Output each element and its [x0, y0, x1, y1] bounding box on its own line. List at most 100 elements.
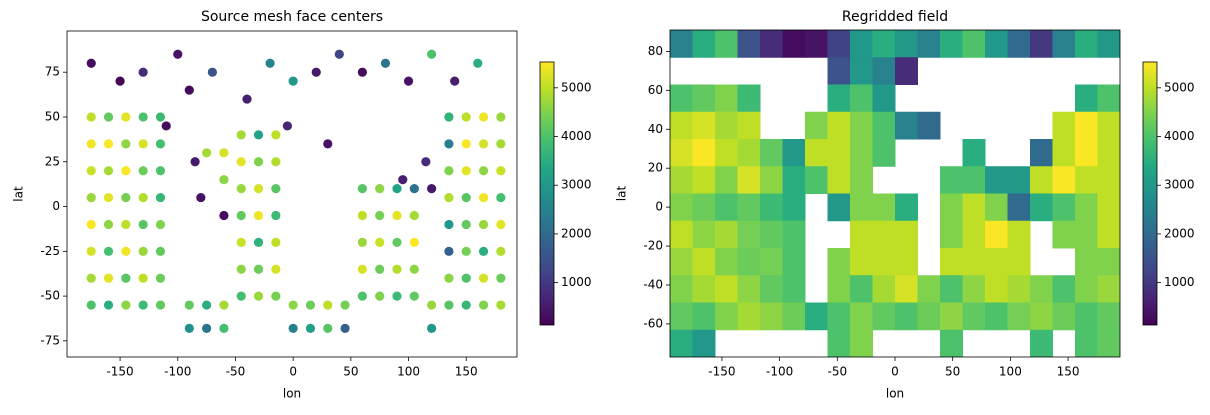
point: [207, 67, 217, 77]
point: [323, 300, 333, 310]
cell: [1030, 302, 1053, 331]
cell: [1030, 329, 1053, 357]
point: [271, 157, 281, 167]
chart-title: Source mesh face centers: [201, 9, 383, 25]
colorbar-tick-label: 3000: [1164, 178, 1195, 192]
cell: [1007, 193, 1031, 222]
cell: [962, 139, 986, 167]
cell: [715, 248, 738, 276]
point: [219, 323, 229, 333]
x-tick-label: -50: [226, 365, 246, 379]
cell: [940, 193, 963, 222]
point: [380, 58, 391, 68]
x-axis-label: lon: [886, 387, 904, 401]
point: [478, 166, 489, 176]
cell: [1030, 30, 1053, 58]
point: [138, 273, 148, 283]
cell: [895, 193, 918, 222]
x-tick-label: 0: [289, 365, 297, 379]
cell: [670, 30, 693, 58]
cell: [715, 84, 738, 113]
cell: [1097, 139, 1120, 167]
point: [121, 112, 131, 122]
point: [461, 246, 471, 256]
x-tick-label: -50: [828, 365, 848, 379]
cell: [850, 166, 873, 194]
cell: [1097, 193, 1120, 222]
cell: [1052, 220, 1076, 249]
point: [121, 273, 131, 283]
point: [138, 166, 148, 176]
point: [375, 237, 385, 247]
cell: [850, 329, 873, 357]
cell: [1075, 302, 1098, 331]
cell: [1075, 193, 1098, 222]
point: [184, 323, 194, 333]
point: [103, 273, 114, 283]
point: [86, 166, 96, 176]
colorbar-tick-label: 5000: [561, 80, 592, 94]
cell: [1097, 275, 1120, 303]
point: [427, 184, 437, 194]
cell: [917, 111, 941, 140]
colorbar-tick-label: 5000: [1164, 80, 1195, 94]
point: [444, 219, 454, 230]
point: [478, 139, 489, 149]
x-tick-label: 150: [455, 365, 478, 379]
y-tick-label: -20: [643, 239, 663, 253]
cell: [670, 220, 693, 249]
cell: [962, 30, 986, 58]
cell: [962, 275, 986, 303]
x-tick-label: -100: [164, 365, 191, 379]
cell: [805, 166, 828, 194]
cell: [1052, 166, 1076, 194]
cell: [760, 248, 783, 276]
cell: [715, 193, 738, 222]
point: [86, 273, 96, 283]
x-tick-label: 50: [945, 365, 960, 379]
point: [461, 139, 471, 149]
cell: [940, 275, 963, 303]
point: [444, 246, 454, 256]
cell: [670, 248, 693, 276]
point: [138, 300, 148, 310]
chart-title: Regridded field: [842, 9, 948, 25]
cell: [850, 57, 873, 85]
cell: [782, 220, 806, 249]
point: [121, 139, 131, 149]
point: [202, 323, 212, 333]
cell: [827, 166, 851, 194]
plot: -150 -100 -50 0 50 100 150 -75 -50 -25 0 25 50 75 Sour…: [12, 9, 592, 401]
point: [196, 192, 206, 203]
cell: [962, 193, 986, 222]
point: [103, 139, 114, 149]
point: [121, 300, 131, 310]
cell: [962, 248, 986, 276]
point: [409, 184, 419, 194]
y-axis-label: lat: [12, 186, 26, 202]
cell: [715, 139, 738, 167]
point: [409, 210, 419, 221]
point: [450, 76, 460, 86]
point: [138, 112, 148, 122]
point: [444, 300, 454, 310]
point: [103, 166, 114, 176]
cell: [827, 30, 851, 58]
colorbar: [539, 61, 555, 326]
point: [461, 112, 471, 122]
plot-area: [670, 30, 1120, 357]
cell: [827, 193, 851, 222]
point: [121, 246, 131, 256]
point: [444, 139, 454, 149]
cell: [1075, 275, 1098, 303]
cell: [940, 302, 963, 331]
point: [478, 300, 489, 310]
cell: [760, 166, 783, 194]
point: [236, 210, 246, 221]
colorbar-tick-label: 3000: [561, 178, 592, 192]
point: [103, 112, 114, 122]
cell: [872, 193, 896, 222]
cell: [760, 193, 783, 222]
point: [271, 237, 281, 247]
y-tick-label: 20: [648, 161, 663, 175]
